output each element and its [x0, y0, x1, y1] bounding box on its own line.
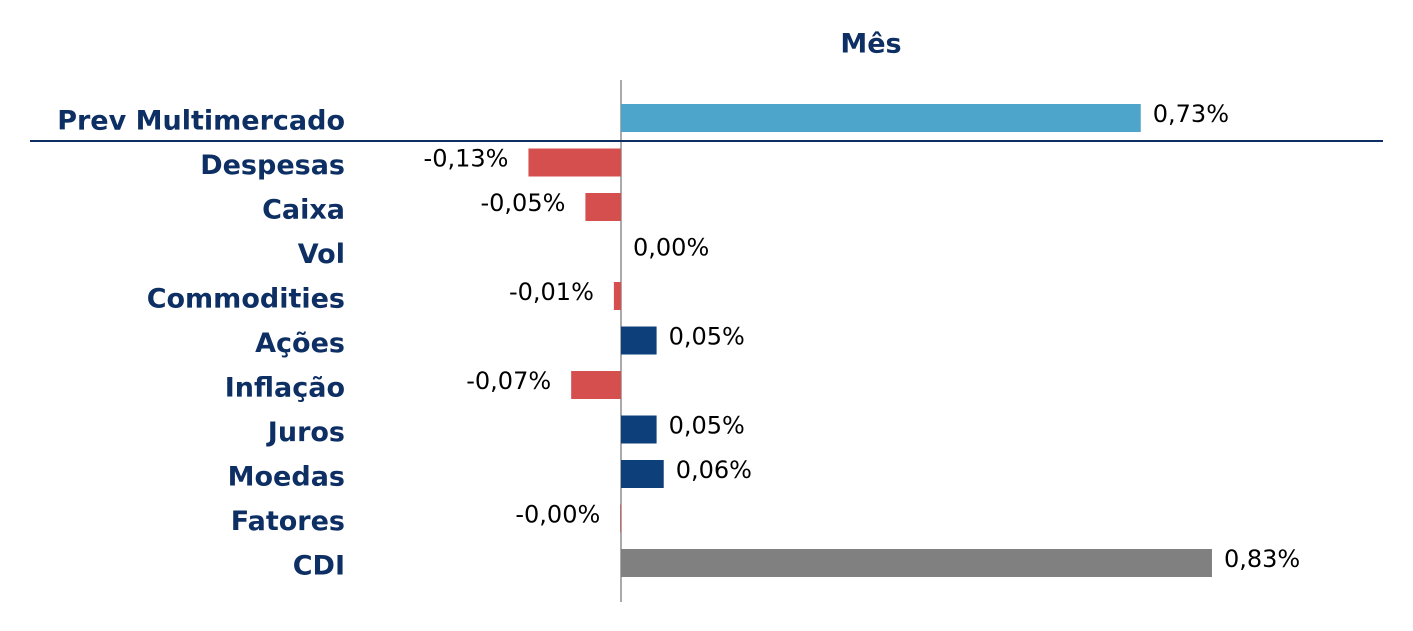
chart-title: Mês	[840, 29, 901, 60]
bar	[621, 460, 664, 488]
bar	[585, 193, 621, 221]
category-label: Vol	[298, 239, 345, 270]
bar	[613, 282, 621, 310]
value-label: 0,05%	[669, 412, 745, 440]
category-label: Caixa	[262, 195, 345, 226]
category-label: Fatores	[231, 506, 345, 537]
category-label: CDI	[293, 551, 345, 582]
category-label: Inflação	[225, 373, 345, 404]
value-label: -0,00%	[515, 501, 600, 529]
value-label: -0,07%	[466, 367, 551, 395]
bar	[621, 549, 1212, 577]
bar	[621, 326, 657, 355]
bar	[571, 371, 621, 399]
category-label: Ações	[255, 328, 345, 359]
value-label: 0,83%	[1224, 545, 1300, 573]
category-label: Juros	[266, 417, 345, 448]
bar	[620, 504, 621, 533]
category-label: Moedas	[228, 462, 345, 493]
value-label: 0,05%	[669, 323, 745, 351]
category-label: Prev Multimercado	[57, 106, 345, 137]
value-label: 0,73%	[1153, 100, 1229, 128]
value-label: 0,06%	[676, 456, 752, 484]
value-label: -0,05%	[480, 189, 565, 217]
bar	[621, 415, 657, 444]
bar	[528, 148, 621, 177]
bar	[621, 104, 1141, 132]
value-label: -0,13%	[424, 145, 509, 173]
value-label: 0,00%	[633, 234, 709, 262]
category-label: Commodities	[147, 284, 345, 315]
category-label: Despesas	[200, 150, 345, 181]
value-label: -0,01%	[509, 278, 594, 306]
